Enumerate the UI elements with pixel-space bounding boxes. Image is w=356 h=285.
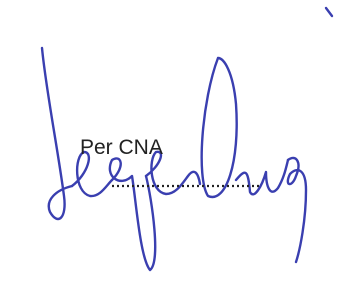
signature-block: Per CNA — [0, 0, 356, 285]
signature-note: Per CNA — [80, 136, 163, 160]
signature — [0, 0, 356, 285]
